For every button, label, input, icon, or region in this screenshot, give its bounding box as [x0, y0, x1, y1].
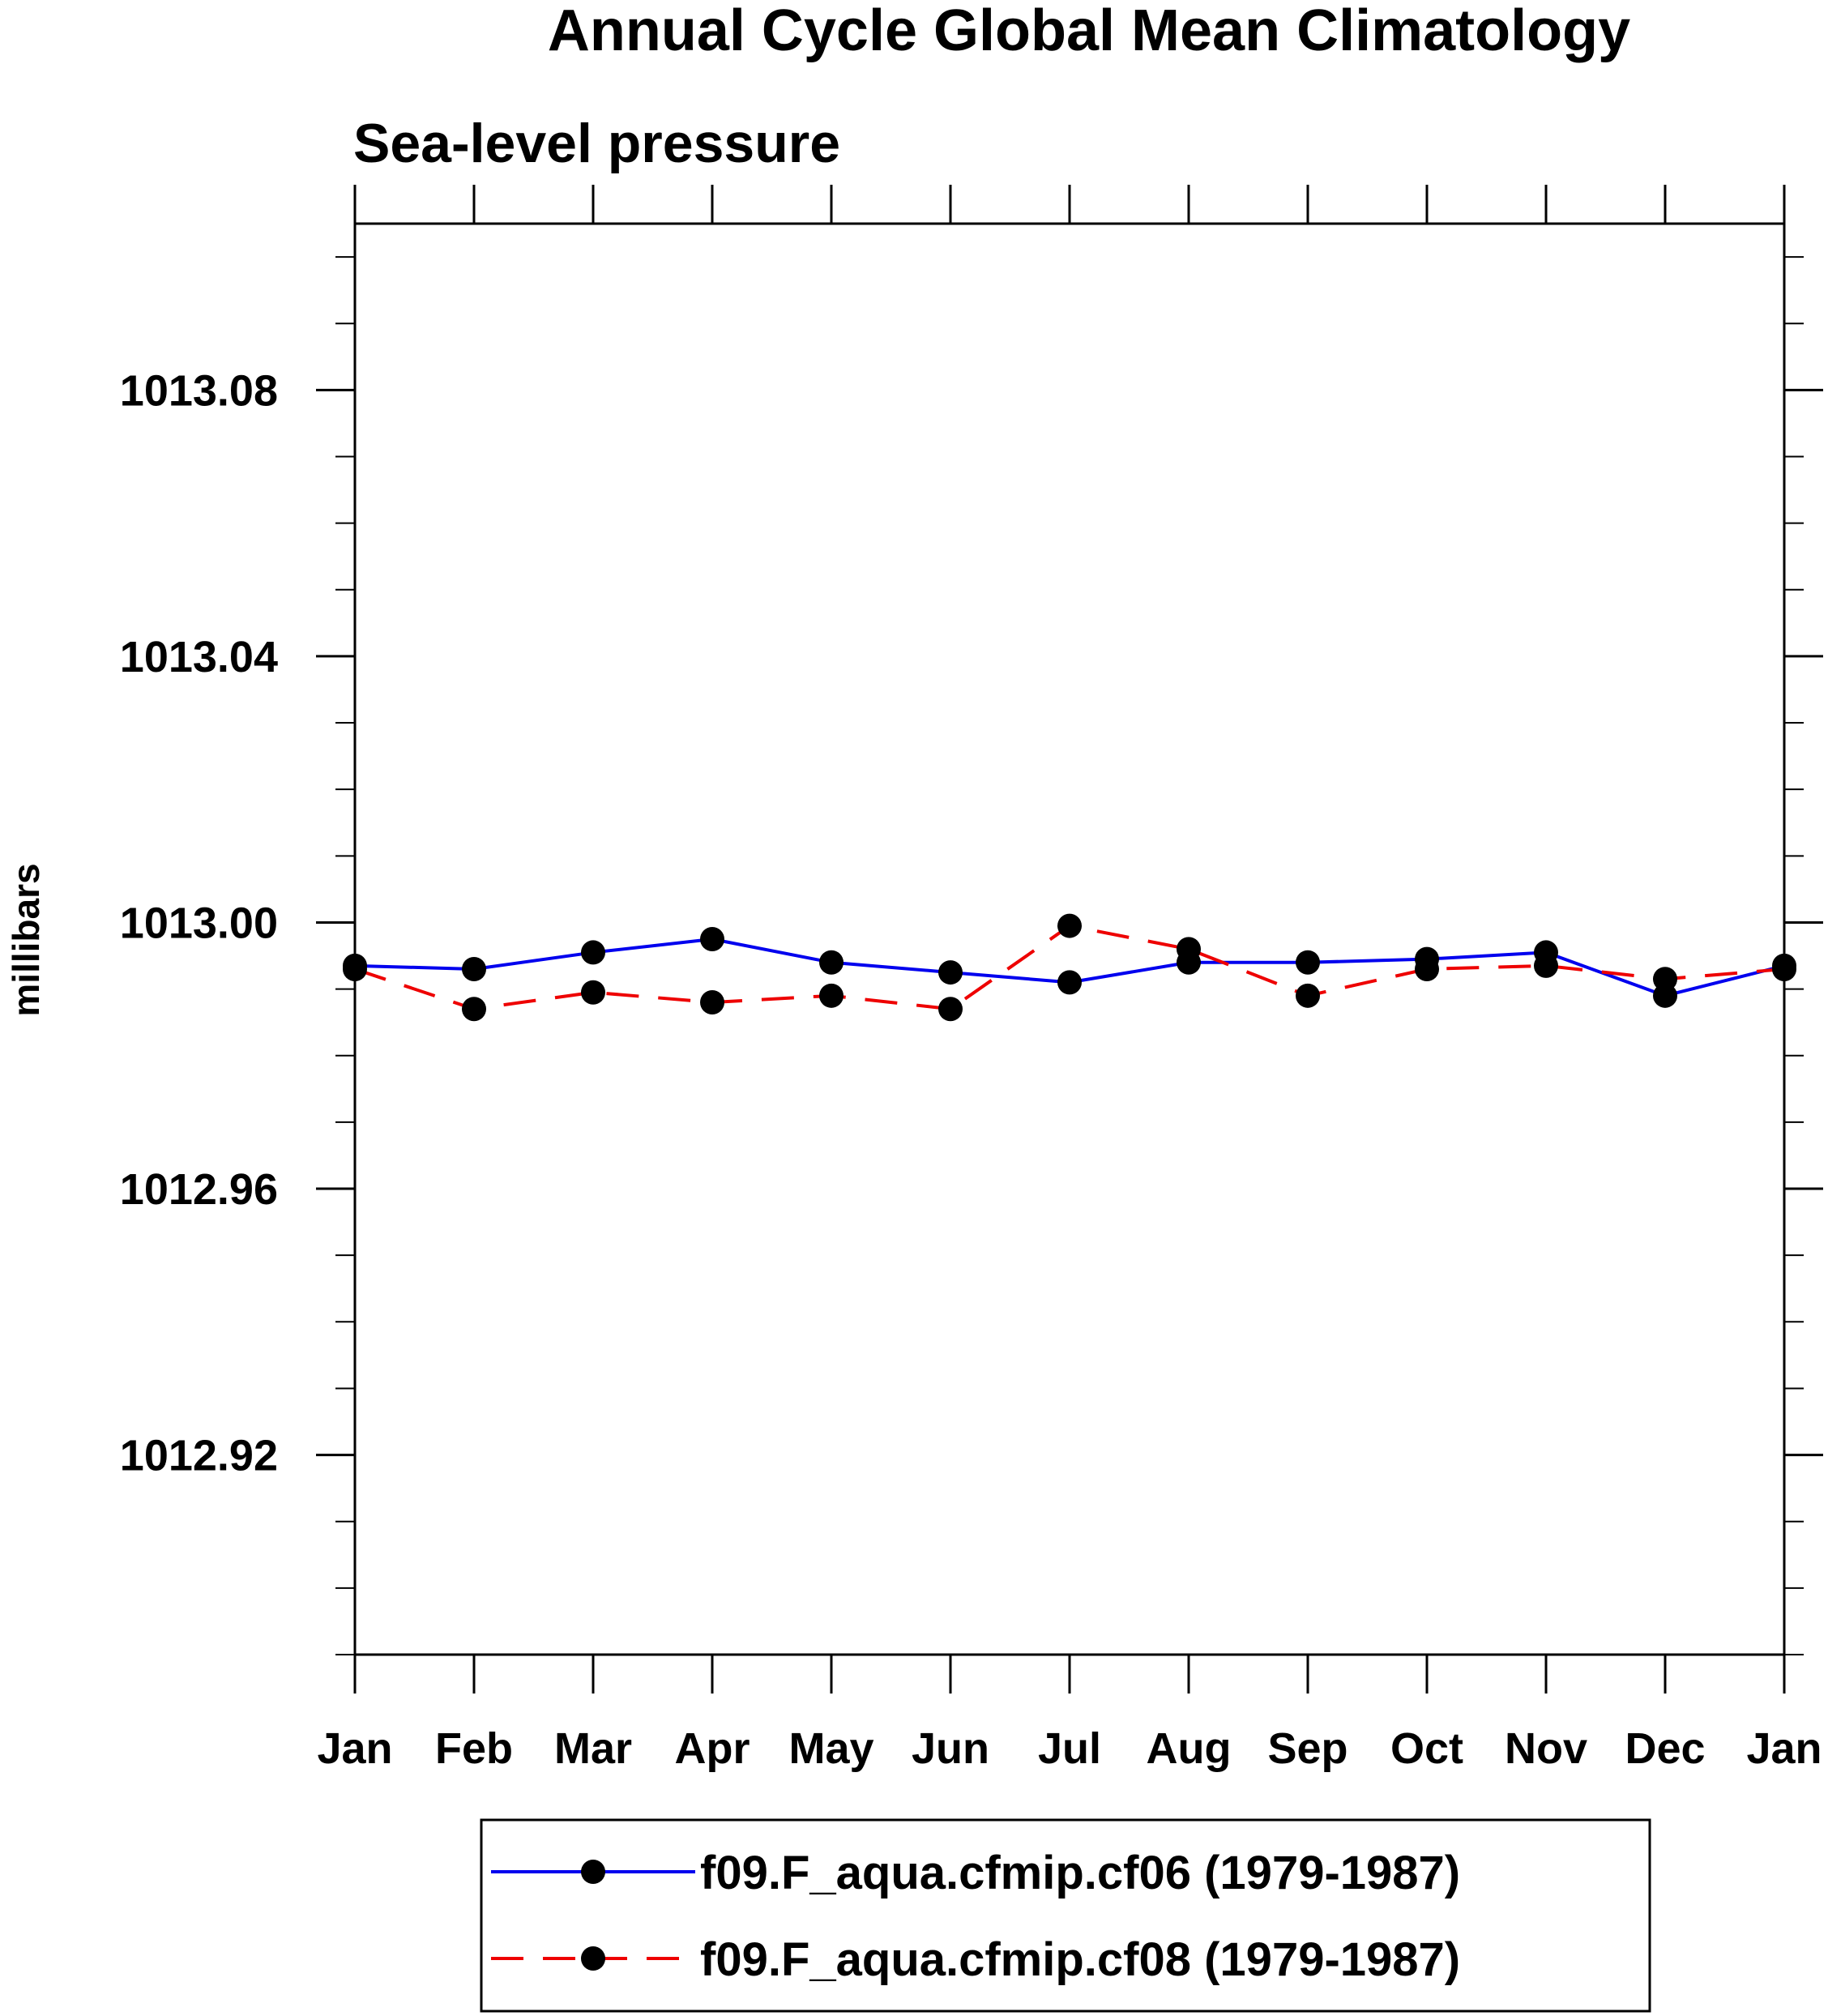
x-tick-label: Jul — [1038, 1724, 1101, 1773]
data-point-series-2 — [700, 990, 724, 1015]
x-tick-label: Dec — [1625, 1724, 1705, 1773]
data-point-series-1 — [462, 956, 486, 981]
data-point-series-2 — [938, 997, 963, 1022]
x-tick-label: Jun — [912, 1724, 989, 1773]
x-tick-label: Nov — [1505, 1724, 1587, 1773]
data-point-series-2 — [1415, 956, 1439, 981]
data-point-series-2 — [1057, 913, 1082, 938]
plot-frame — [353, 222, 1786, 1656]
x-tick-label: Sep — [1267, 1724, 1348, 1773]
y-tick-label: 1013.08 — [120, 366, 278, 415]
data-point-series-1 — [1057, 970, 1082, 995]
legend-label-series-2: f09.F_aqua.cfmip.cf08 (1979-1987) — [700, 1933, 1460, 1986]
chart-title: Annual Cycle Global Mean Climatology — [548, 0, 1630, 63]
data-point-series-1 — [819, 950, 844, 975]
data-series — [343, 913, 1796, 1022]
y-tick-labels: 1012.92 1012.96 1013.00 1013.04 1013.08 — [120, 366, 278, 1480]
x-tick-label: Feb — [435, 1724, 513, 1773]
x-tick-label: Oct — [1390, 1724, 1463, 1773]
data-point-series-2 — [462, 997, 486, 1022]
x-tick-label: Jan — [1746, 1724, 1822, 1773]
legend-marker-series-1 — [581, 1860, 605, 1884]
data-point-series-2 — [819, 983, 844, 1008]
x-tick-labels: Jan Feb Mar Apr May Jun Jul Aug Sep Oct Nov Dec Jan — [317, 1724, 1822, 1773]
y-axis-label: millibars — [5, 863, 47, 1016]
data-point-series-2 — [1653, 967, 1677, 992]
y-tick-label: 1013.04 — [120, 633, 278, 681]
data-point-series-2 — [1772, 956, 1796, 981]
data-point-series-1 — [581, 940, 605, 965]
series-line-2 — [354, 924, 1785, 1011]
y-tick-label: 1012.96 — [120, 1165, 278, 1214]
x-tick-label: Aug — [1147, 1724, 1232, 1773]
y-tick-label: 1013.00 — [120, 899, 278, 947]
chart-subtitle: Sea-level pressure — [353, 113, 840, 174]
data-point-series-1 — [700, 927, 724, 951]
data-point-series-2 — [343, 956, 367, 981]
legend-label-series-1: f09.F_aqua.cfmip.cf06 (1979-1987) — [700, 1847, 1460, 1899]
data-point-series-2 — [1296, 983, 1320, 1008]
data-point-series-1 — [1653, 983, 1677, 1008]
data-point-series-2 — [1177, 937, 1201, 962]
x-tick-label: May — [788, 1724, 873, 1773]
y-tick-label: 1012.92 — [120, 1432, 278, 1480]
data-point-series-1 — [1296, 950, 1320, 975]
x-tick-label: Jan — [317, 1724, 392, 1773]
legend-marker-series-2 — [581, 1946, 605, 1971]
legend-box — [480, 1818, 1651, 2013]
axis-ticks — [316, 185, 1823, 1694]
data-point-series-2 — [581, 980, 605, 1005]
data-point-series-2 — [1534, 953, 1558, 978]
legend: f09.F_aqua.cfmip.cf06 (1979-1987) f09.F_… — [480, 1818, 1651, 2013]
data-point-series-1 — [938, 960, 963, 985]
x-tick-label: Mar — [554, 1724, 632, 1773]
x-tick-label: Apr — [675, 1724, 750, 1773]
